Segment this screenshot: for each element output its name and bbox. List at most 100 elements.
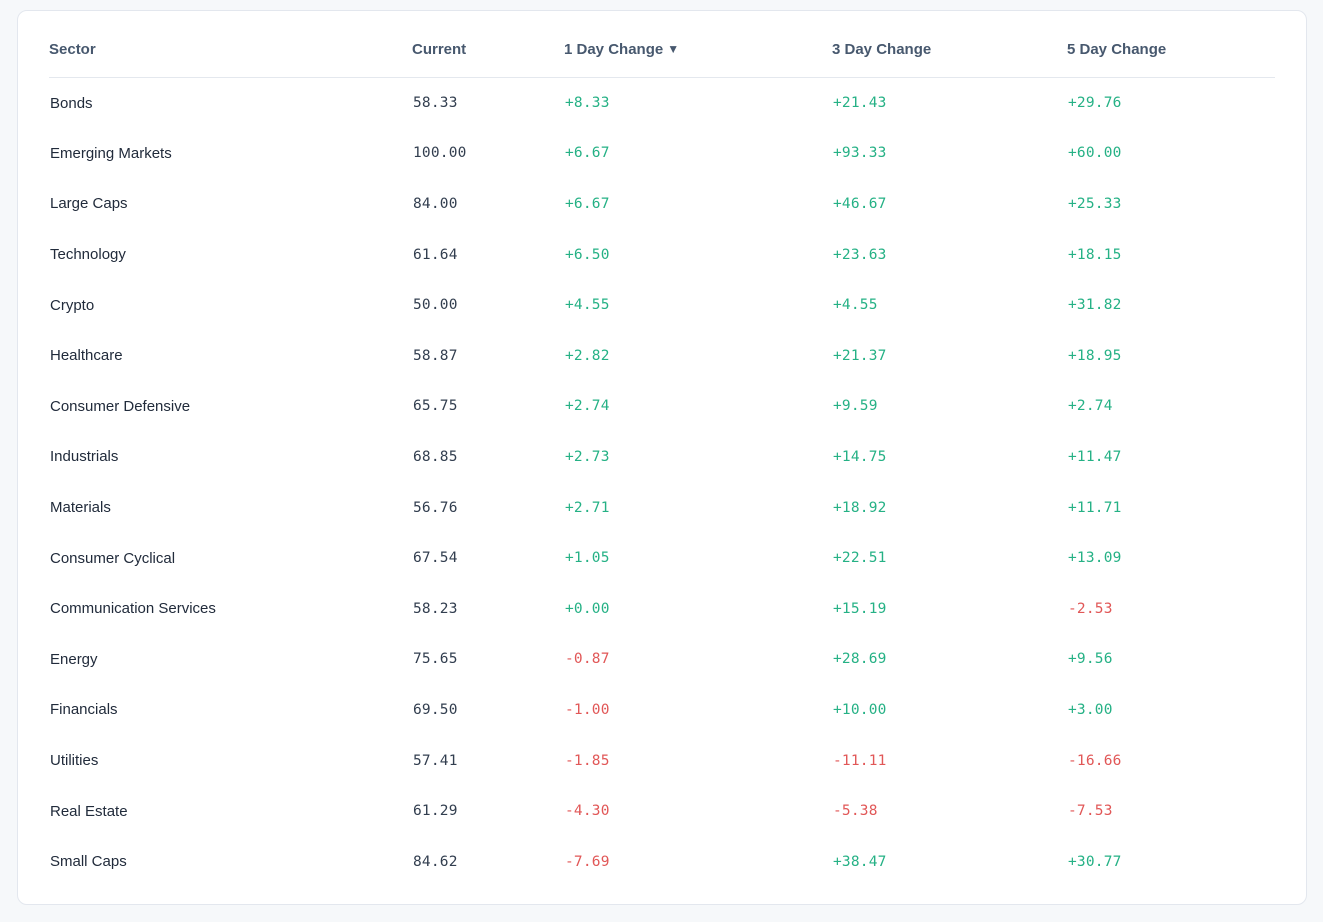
change-1d-cell: -1.00: [565, 701, 610, 718]
current-cell: 68.85: [413, 448, 458, 465]
sector-cell: Large Caps: [50, 195, 128, 213]
current-cell: 84.62: [413, 853, 458, 870]
change-3d-cell: +9.59: [833, 398, 878, 415]
change-1d-cell: +2.73: [565, 448, 610, 465]
sector-table: Sector Current 1 Day Change ▼ 3 Day Chang…: [49, 11, 1275, 887]
change-3d-cell: +23.63: [833, 246, 887, 263]
change-1d-cell: +2.71: [565, 499, 610, 516]
change-1d-cell: +6.67: [565, 195, 610, 212]
column-header-sector[interactable]: Sector: [49, 11, 412, 78]
change-5d-cell: +11.71: [1068, 499, 1122, 516]
table-row: Technology 61.64 +6.50 +23.63 +18.15: [49, 229, 1275, 280]
table-row: Consumer Cyclical 67.54 +1.05 +22.51 +13.09: [49, 533, 1275, 584]
current-cell: 58.33: [413, 95, 458, 112]
change-1d-cell: +2.74: [565, 398, 610, 415]
change-3d-cell: +4.55: [833, 297, 878, 314]
table-row: Materials 56.76 +2.71 +18.92 +11.71: [49, 482, 1275, 533]
sort-desc-icon: ▼: [667, 42, 680, 56]
table-row: Energy 75.65 -0.87 +28.69 +9.56: [49, 634, 1275, 685]
table-row: Utilities 57.41 -1.85 -11.11 -16.66: [49, 735, 1275, 786]
change-5d-cell: +18.15: [1068, 246, 1122, 263]
sector-cell: Energy: [50, 650, 98, 668]
column-header-label: 3 Day Change: [832, 41, 932, 58]
change-3d-cell: +28.69: [833, 651, 887, 668]
current-cell: 84.00: [413, 195, 458, 212]
change-5d-cell: +2.74: [1068, 398, 1113, 415]
sector-cell: Materials: [50, 499, 111, 517]
current-cell: 58.23: [413, 600, 458, 617]
column-header-label: Sector: [49, 41, 96, 58]
current-cell: 69.50: [413, 701, 458, 718]
change-5d-cell: +3.00: [1068, 701, 1113, 718]
change-3d-cell: +21.43: [833, 95, 887, 112]
change-5d-cell: +13.09: [1068, 550, 1122, 567]
current-cell: 57.41: [413, 752, 458, 769]
column-header-1-day-change[interactable]: 1 Day Change ▼: [564, 11, 832, 78]
current-cell: 67.54: [413, 550, 458, 567]
change-5d-cell: +9.56: [1068, 651, 1113, 668]
change-1d-cell: -0.87: [565, 651, 610, 668]
change-5d-cell: +18.95: [1068, 347, 1122, 364]
column-header-3-day-change[interactable]: 3 Day Change: [832, 11, 1067, 78]
current-cell: 61.64: [413, 246, 458, 263]
table-row: Large Caps 84.00 +6.67 +46.67 +25.33: [49, 179, 1275, 230]
change-3d-cell: +14.75: [833, 448, 887, 465]
table-row: Emerging Markets 100.00 +6.67 +93.33 +60.00: [49, 128, 1275, 179]
column-header-label: 5 Day Change: [1067, 41, 1167, 58]
change-5d-cell: -16.66: [1068, 752, 1122, 769]
current-cell: 65.75: [413, 398, 458, 415]
table-row: Healthcare 58.87 +2.82 +21.37 +18.95: [49, 330, 1275, 381]
sector-cell: Communication Services: [50, 600, 216, 618]
current-cell: 50.00: [413, 297, 458, 314]
column-header-label: 1 Day Change: [564, 41, 664, 58]
change-3d-cell: +15.19: [833, 600, 887, 617]
table-row: Industrials 68.85 +2.73 +14.75 +11.47: [49, 432, 1275, 483]
column-header-5-day-change[interactable]: 5 Day Change: [1067, 11, 1275, 78]
current-cell: 75.65: [413, 651, 458, 668]
change-3d-cell: +93.33: [833, 145, 887, 162]
change-3d-cell: +22.51: [833, 550, 887, 567]
sector-performance-card: Sector Current 1 Day Change ▼ 3 Day Chang…: [17, 10, 1307, 905]
table-row: Consumer Defensive 65.75 +2.74 +9.59 +2.74: [49, 381, 1275, 432]
table-row: Crypto 50.00 +4.55 +4.55 +31.82: [49, 280, 1275, 331]
sector-cell: Crypto: [50, 296, 95, 314]
change-5d-cell: +60.00: [1068, 145, 1122, 162]
change-3d-cell: +10.00: [833, 701, 887, 718]
sector-cell: Consumer Defensive: [50, 397, 191, 415]
change-1d-cell: -1.85: [565, 752, 610, 769]
current-cell: 100.00: [413, 145, 467, 162]
sector-cell: Real Estate: [50, 802, 128, 820]
change-5d-cell: +29.76: [1068, 95, 1122, 112]
change-1d-cell: -4.30: [565, 803, 610, 820]
sector-cell: Bonds: [50, 94, 93, 112]
change-3d-cell: -5.38: [833, 803, 878, 820]
change-5d-cell: +30.77: [1068, 853, 1122, 870]
column-header-current[interactable]: Current: [412, 11, 564, 78]
change-1d-cell: +6.50: [565, 246, 610, 263]
change-5d-cell: +25.33: [1068, 195, 1122, 212]
change-3d-cell: +18.92: [833, 499, 887, 516]
sector-cell: Utilities: [50, 752, 99, 770]
change-1d-cell: +2.82: [565, 347, 610, 364]
change-1d-cell: +6.67: [565, 145, 610, 162]
table-row: Bonds 58.33 +8.33 +21.43 +29.76: [49, 78, 1275, 129]
change-1d-cell: +0.00: [565, 600, 610, 617]
change-1d-cell: +8.33: [565, 95, 610, 112]
change-5d-cell: -7.53: [1068, 803, 1113, 820]
change-5d-cell: -2.53: [1068, 600, 1113, 617]
table-row: Financials 69.50 -1.00 +10.00 +3.00: [49, 685, 1275, 736]
table-row: Small Caps 84.62 -7.69 +38.47 +30.77: [49, 836, 1275, 887]
sector-cell: Consumer Cyclical: [50, 549, 176, 567]
current-cell: 56.76: [413, 499, 458, 516]
current-cell: 61.29: [413, 803, 458, 820]
change-5d-cell: +31.82: [1068, 297, 1122, 314]
change-1d-cell: +4.55: [565, 297, 610, 314]
sector-cell: Industrials: [50, 448, 119, 466]
change-3d-cell: +21.37: [833, 347, 887, 364]
table-row: Real Estate 61.29 -4.30 -5.38 -7.53: [49, 786, 1275, 837]
column-header-label: Current: [412, 41, 467, 58]
change-1d-cell: -7.69: [565, 853, 610, 870]
change-3d-cell: -11.11: [833, 752, 887, 769]
sector-cell: Technology: [50, 246, 126, 264]
sector-cell: Emerging Markets: [50, 144, 172, 162]
